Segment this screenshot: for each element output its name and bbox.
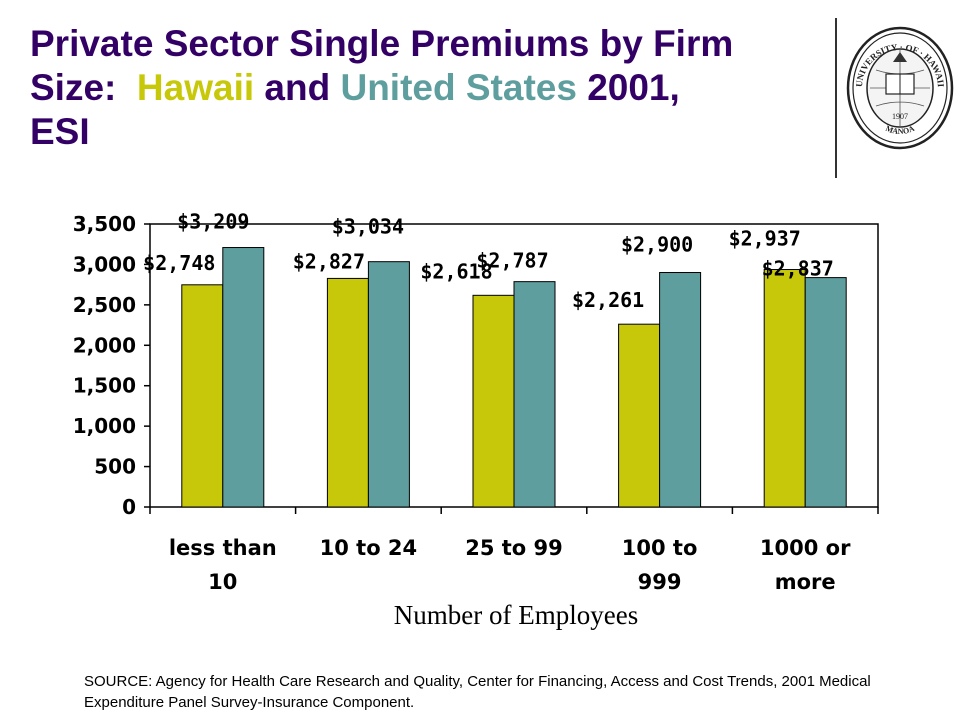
bar [659, 272, 702, 508]
data-label: $2,748 [143, 251, 215, 275]
x-tick-label: 10 to 24 [320, 536, 418, 560]
y-tick-label: 2,500 [73, 293, 136, 317]
data-label: $2,261 [572, 288, 644, 312]
bar [326, 277, 369, 508]
title-size-label: Size: [30, 67, 117, 108]
title-divider [835, 18, 837, 178]
x-tick-label: 10 [208, 570, 237, 594]
bar-chart: 0 500 1,000 1,500 2,000 2,500 3,000 3,500 $2,748… [73, 210, 879, 630]
data-label: $3,034 [332, 215, 404, 239]
title-hawaii: Hawaii [136, 67, 255, 108]
bar [763, 269, 806, 508]
x-tick-label: more [775, 570, 836, 594]
bar [513, 281, 556, 508]
data-label: $2,837 [762, 257, 834, 281]
y-tick-label: 1,500 [73, 374, 136, 398]
data-label: $3,209 [177, 210, 249, 234]
title-line-1: Private Sector Single Premiums by Firm [30, 23, 734, 64]
y-tick-label: 2,000 [73, 333, 136, 357]
data-label: $2,900 [621, 233, 693, 257]
title-united-states: United States [340, 67, 577, 108]
title-and: and [264, 67, 331, 108]
x-axis-label: Number of Employees [394, 600, 638, 630]
y-tick-label: 3,000 [73, 252, 136, 276]
bar [804, 277, 847, 508]
university-seal-logo: UNIVERSITY · OF · HAWAII MANOA 1907 [846, 26, 954, 150]
seal-year: 1907 [892, 112, 908, 121]
bar [367, 261, 410, 508]
bar [222, 247, 265, 508]
x-tick-label: 999 [638, 570, 682, 594]
y-tick-label: 3,500 [73, 212, 136, 236]
x-tick-label: less than [169, 536, 277, 560]
bar [181, 284, 224, 508]
data-label: $2,787 [476, 249, 548, 273]
seal-ring-text-bottom: MANOA [884, 124, 916, 136]
data-label: $2,937 [729, 227, 801, 251]
title-line-3: ESI [30, 111, 90, 152]
y-tick-label: 500 [94, 455, 136, 479]
data-label: $2,618 [420, 259, 492, 283]
source-note: SOURCE: Agency for Health Care Research … [84, 673, 871, 711]
x-tick-label: 25 to 99 [465, 536, 563, 560]
bar [618, 323, 661, 508]
slide-title: Private Sector Single Premiums by Firm S… [30, 22, 830, 154]
x-tick-label: 100 to [622, 536, 698, 560]
y-tick-label: 0 [122, 495, 136, 519]
y-tick-label: 1,000 [73, 414, 136, 438]
title-year: 2001, [587, 67, 680, 108]
bar [472, 294, 515, 508]
data-label: $2,827 [293, 249, 365, 273]
x-tick-label: 1000 or [760, 536, 851, 560]
